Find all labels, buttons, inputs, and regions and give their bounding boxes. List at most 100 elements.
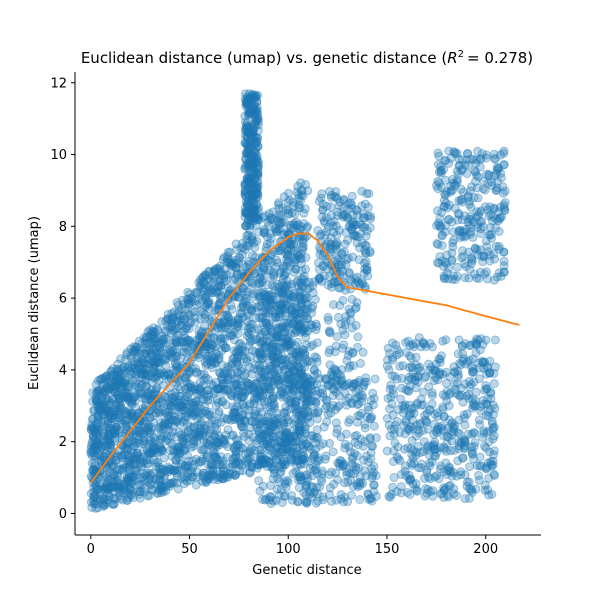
scatter-point (138, 358, 148, 368)
scatter-point (253, 459, 263, 469)
scatter-point (137, 457, 147, 467)
scatter-point (335, 197, 345, 207)
scatter-point (245, 453, 255, 463)
scatter-point (215, 368, 225, 378)
y-tick-label: 6 (59, 292, 67, 307)
scatter-point (110, 433, 120, 443)
scatter-point (233, 395, 242, 404)
scatter-point (358, 478, 368, 488)
scatter-point (255, 419, 265, 429)
scatter-point (175, 403, 185, 413)
scatter-point (99, 498, 108, 508)
scatter-point (247, 319, 257, 329)
scatter-point (252, 410, 262, 420)
scatter-point (100, 483, 110, 493)
scatter-point (147, 385, 156, 395)
scatter-point (89, 491, 99, 501)
scatter-point (268, 207, 278, 217)
scatter-point (247, 214, 257, 224)
scatter-point (136, 369, 146, 379)
scatter-point (370, 374, 380, 384)
scatter-point (237, 411, 247, 420)
scatter-point (478, 433, 487, 442)
scatter-point (219, 273, 229, 283)
scatter-point (298, 447, 308, 457)
scatter-point (172, 298, 182, 307)
scatter-point (150, 389, 160, 399)
scatter-point (309, 365, 319, 375)
scatter-point (495, 202, 505, 212)
x-tick-label: 200 (473, 542, 498, 557)
scatter-point (251, 313, 261, 323)
scatter-point (472, 155, 481, 165)
scatter-point (122, 473, 132, 483)
scatter-point (238, 385, 248, 395)
scatter-point (334, 401, 344, 410)
scatter-point (268, 458, 278, 468)
scatter-point (242, 231, 252, 240)
scatter-point (174, 447, 184, 457)
scatter-point (140, 416, 150, 426)
scatter-point (403, 443, 413, 453)
scatter-point (102, 383, 112, 393)
scatter-point (91, 380, 101, 390)
scatter-point (92, 427, 102, 437)
scatter-point (237, 381, 247, 391)
scatter-point (294, 281, 304, 291)
scatter-point (188, 308, 197, 317)
scatter-point (439, 165, 448, 175)
scatter-point (218, 470, 228, 480)
scatter-point (363, 457, 373, 467)
scatter-point (236, 376, 246, 386)
scatter-point (105, 491, 115, 501)
scatter-point (251, 185, 261, 195)
scatter-point (259, 262, 269, 272)
scatter-point (89, 406, 99, 416)
scatter-point (179, 311, 189, 321)
scatter-point (439, 273, 449, 283)
scatter-point (95, 451, 105, 461)
scatter-point (425, 487, 435, 497)
scatter-point (99, 472, 109, 482)
scatter-point (192, 287, 202, 297)
scatter-point (260, 252, 270, 262)
scatter-point (148, 372, 158, 382)
scatter-point (174, 407, 184, 417)
scatter-point (200, 270, 210, 280)
scatter-point (226, 390, 236, 400)
scatter-point (229, 335, 239, 345)
scatter-point (256, 348, 266, 358)
scatter-point (354, 255, 364, 265)
scatter-point (307, 396, 317, 406)
scatter-point (488, 400, 498, 410)
scatter-point (109, 410, 119, 420)
scatter-point (169, 326, 179, 336)
scatter-point (249, 292, 259, 302)
scatter-point (231, 452, 241, 462)
scatter-point (298, 443, 308, 453)
scatter-point (203, 342, 213, 352)
scatter-point (108, 499, 117, 509)
scatter-point (145, 469, 155, 478)
scatter-point (264, 221, 274, 231)
scatter-point (212, 467, 222, 477)
chart-title-r-symbol: R (447, 49, 457, 67)
scatter-point (153, 340, 163, 350)
scatter-point (257, 269, 267, 279)
scatter-point (466, 340, 476, 350)
scatter-point (283, 250, 293, 260)
scatter-point (126, 491, 136, 501)
scatter-point (325, 187, 334, 196)
scatter-point (232, 359, 242, 369)
scatter-point (224, 364, 234, 374)
scatter-point (253, 289, 263, 299)
scatter-point (131, 346, 141, 356)
scatter-point (311, 498, 321, 508)
scatter-point (276, 211, 286, 221)
scatter-point (233, 313, 243, 323)
scatter-point (233, 315, 243, 325)
scatter-point (176, 315, 185, 325)
scatter-point (175, 401, 185, 411)
scatter-point (300, 497, 310, 507)
scatter-point (469, 441, 479, 451)
